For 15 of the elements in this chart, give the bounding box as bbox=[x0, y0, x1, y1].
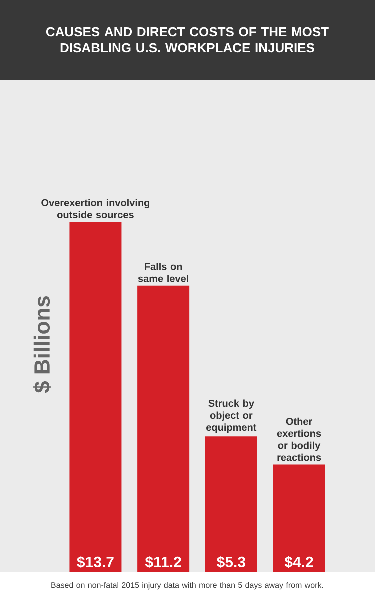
bar bbox=[70, 222, 122, 572]
bar bbox=[273, 464, 326, 572]
data-label: $13.7 bbox=[77, 556, 114, 568]
text: Based on non-fatal 2015 injury data with more than 5 days away from work. bbox=[52, 582, 324, 590]
data-label: $5.3 bbox=[217, 556, 246, 568]
x-tick-label: Other exertions or bodily reactions bbox=[277, 418, 322, 462]
y-axis-title: $ Billions bbox=[34, 296, 52, 394]
bar bbox=[138, 286, 190, 572]
data-label: $11.2 bbox=[145, 556, 182, 568]
data-label: $4.2 bbox=[284, 556, 314, 568]
chart-title: CAUSES AND DIRECT COSTS OF THE MOST DISABLING U.S. WORKPLACE INJURIES bbox=[46, 27, 329, 53]
x-tick-label: Overexertion involving outside sources bbox=[42, 199, 150, 218]
x-tick-label: Falls on same level bbox=[138, 262, 188, 282]
x-tick-label: Struck by object or equipment bbox=[206, 400, 257, 434]
bar bbox=[205, 436, 258, 572]
